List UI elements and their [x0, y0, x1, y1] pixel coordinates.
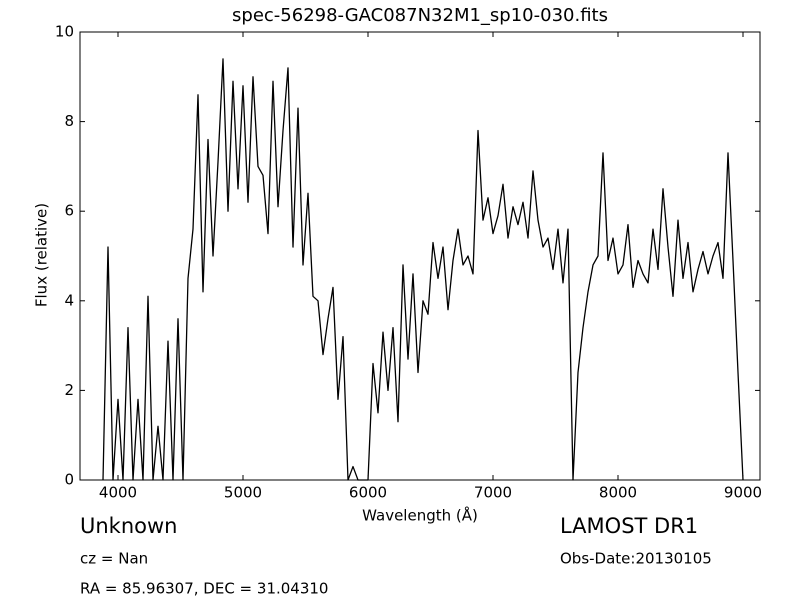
x-tick-label: 8000 — [599, 484, 637, 502]
annotation: Obs-Date:20130105 — [560, 550, 712, 568]
plot-frame — [79, 31, 761, 481]
y-tick-label: 10 — [55, 23, 74, 41]
chart-title: spec-56298-GAC087N32M1_sp10-030.fits — [232, 5, 608, 26]
x-tick-label: 7000 — [474, 484, 512, 502]
y-tick-label: 6 — [64, 202, 74, 220]
x-tick-label: 6000 — [349, 484, 387, 502]
y-tick-label: 0 — [64, 471, 74, 489]
spectrum-line — [102, 58, 744, 481]
annotation: RA = 85.96307, DEC = 31.04310 — [80, 580, 328, 598]
x-axis-label: Wavelength (Å) — [362, 506, 478, 525]
x-tick-label: 4000 — [99, 484, 137, 502]
x-tick-label: 5000 — [224, 484, 262, 502]
annotation: cz = Nan — [80, 550, 148, 568]
annotation: Unknown — [80, 514, 177, 538]
y-tick-label: 2 — [64, 381, 74, 399]
x-tick-label: 9000 — [724, 484, 762, 502]
y-tick-label: 4 — [64, 291, 74, 309]
annotation: LAMOST DR1 — [560, 514, 698, 538]
y-axis-label: Flux (relative) — [33, 203, 51, 307]
y-tick-label: 8 — [64, 112, 74, 130]
